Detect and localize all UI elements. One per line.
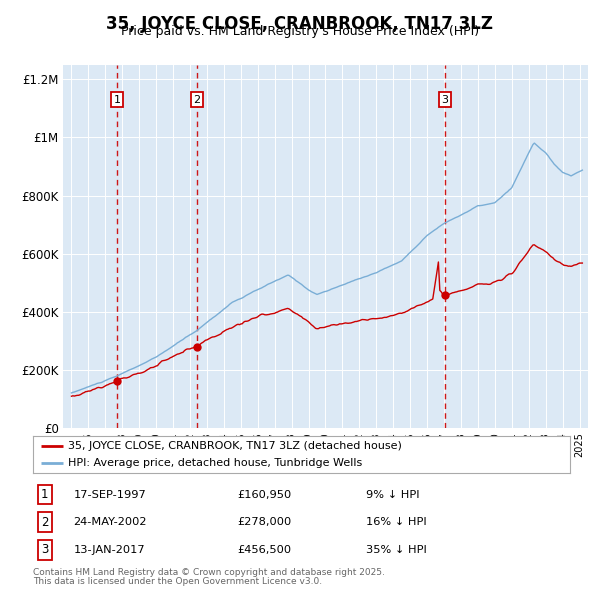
Text: 2: 2 bbox=[41, 516, 49, 529]
Text: 35% ↓ HPI: 35% ↓ HPI bbox=[366, 545, 427, 555]
Text: 3: 3 bbox=[41, 543, 49, 556]
Text: £456,500: £456,500 bbox=[237, 545, 291, 555]
Text: 2: 2 bbox=[193, 95, 200, 105]
Text: 35, JOYCE CLOSE, CRANBROOK, TN17 3LZ (detached house): 35, JOYCE CLOSE, CRANBROOK, TN17 3LZ (de… bbox=[68, 441, 402, 451]
Text: This data is licensed under the Open Government Licence v3.0.: This data is licensed under the Open Gov… bbox=[33, 577, 322, 586]
Text: 17-SEP-1997: 17-SEP-1997 bbox=[73, 490, 146, 500]
Text: £278,000: £278,000 bbox=[237, 517, 292, 527]
Text: 3: 3 bbox=[441, 95, 448, 105]
Text: Price paid vs. HM Land Registry's House Price Index (HPI): Price paid vs. HM Land Registry's House … bbox=[121, 25, 479, 38]
Text: 1: 1 bbox=[41, 488, 49, 501]
Text: HPI: Average price, detached house, Tunbridge Wells: HPI: Average price, detached house, Tunb… bbox=[68, 458, 362, 468]
Text: 16% ↓ HPI: 16% ↓ HPI bbox=[366, 517, 427, 527]
Text: £160,950: £160,950 bbox=[237, 490, 292, 500]
Text: 24-MAY-2002: 24-MAY-2002 bbox=[73, 517, 147, 527]
Text: 9% ↓ HPI: 9% ↓ HPI bbox=[366, 490, 419, 500]
Text: 13-JAN-2017: 13-JAN-2017 bbox=[73, 545, 145, 555]
Text: 35, JOYCE CLOSE, CRANBROOK, TN17 3LZ: 35, JOYCE CLOSE, CRANBROOK, TN17 3LZ bbox=[107, 15, 493, 33]
Text: Contains HM Land Registry data © Crown copyright and database right 2025.: Contains HM Land Registry data © Crown c… bbox=[33, 568, 385, 576]
Text: 1: 1 bbox=[114, 95, 121, 105]
